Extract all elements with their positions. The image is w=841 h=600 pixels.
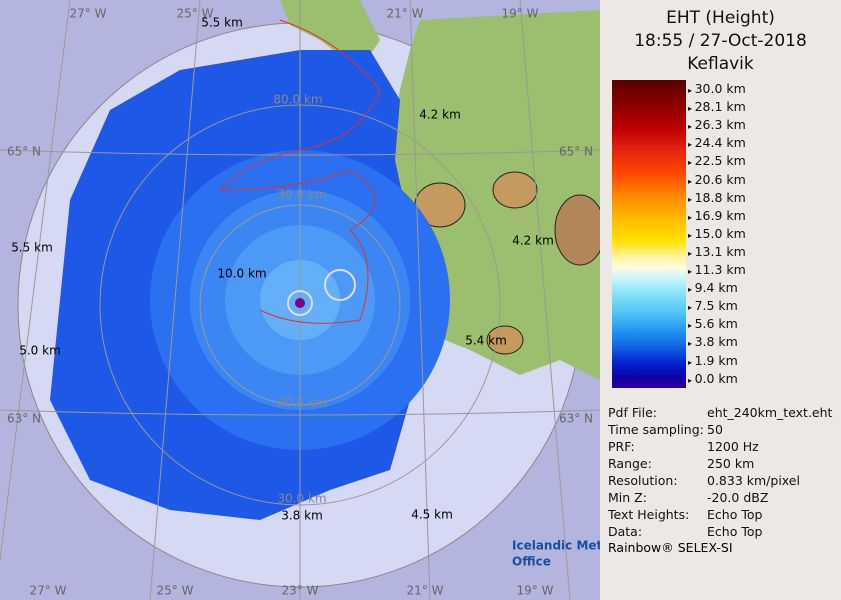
info-row: Range: 250 km	[608, 456, 754, 471]
range-label: 30.0 km	[277, 188, 326, 202]
lon-label: 21° W	[407, 584, 444, 598]
info-key: Data:	[608, 524, 643, 539]
height-label: 4.2 km	[419, 108, 461, 122]
scale-label: 24.4 km	[688, 135, 746, 150]
scale-label: 11.3 km	[688, 262, 746, 277]
legend-panel: EHT (Height) 18:55 / 27-Oct-2018 Keflavi…	[600, 0, 841, 600]
title-line: 18:55 / 27-Oct-2018	[634, 31, 807, 51]
scale-label: 18.8 km	[688, 190, 746, 205]
scale-label: 13.1 km	[688, 244, 746, 259]
height-label: 4.5 km	[411, 508, 453, 522]
info-key: Min Z:	[608, 490, 647, 505]
lon-label: 27° W	[30, 584, 67, 598]
lon-label: 25° W	[177, 7, 214, 21]
scale-label: 0.0 km	[688, 371, 738, 386]
info-key: Text Heights:	[608, 507, 690, 522]
info-value: eht_240km_text.eht	[707, 405, 833, 420]
scale-label: 15.0 km	[688, 226, 746, 241]
info-key: Time sampling:	[608, 422, 704, 437]
scale-label: 20.6 km	[688, 172, 746, 187]
scale-label: 3.8 km	[688, 334, 738, 349]
color-scale	[612, 80, 686, 388]
info-value: 250 km	[707, 456, 755, 471]
info-key: Resolution:	[608, 473, 678, 488]
radar-map: Icelandic Met Office 27° W 25° W 21° W 19° …	[0, 0, 600, 600]
scale-label: 26.3 km	[688, 117, 746, 132]
title-line: Keflavik	[687, 54, 754, 74]
footer: Rainbow® SELEX-SI	[608, 540, 733, 555]
info-value: Echo Top	[707, 507, 763, 522]
lon-label: 25° W	[157, 584, 194, 598]
info-value: -20.0 dBZ	[707, 490, 769, 505]
scale-label: 9.4 km	[688, 280, 738, 295]
info-row: Resolution: 0.833 km/pixel	[608, 473, 800, 488]
info-value: Echo Top	[707, 524, 763, 539]
lon-label: 19° W	[502, 7, 539, 21]
height-label: 5.5 km	[201, 16, 243, 30]
height-label: 4.2 km	[512, 234, 554, 248]
lon-label: 21° W	[387, 7, 424, 21]
lon-label: 23° W	[282, 584, 319, 598]
info-key: Pdf File:	[608, 405, 657, 420]
scale-label: 7.5 km	[688, 298, 738, 313]
info-value: 1200 Hz	[707, 439, 759, 454]
range-label: 80.0 km	[277, 396, 326, 410]
info-row: PRF: 1200 Hz	[608, 439, 759, 454]
scale-label: 5.6 km	[688, 316, 738, 331]
info-value: 50	[707, 422, 723, 437]
info-row: Data: Echo Top	[608, 524, 762, 539]
height-label: 10.0 km	[217, 267, 266, 281]
range-label: 80.0 km	[273, 93, 322, 107]
info-row: Text Heights: Echo Top	[608, 507, 762, 522]
lon-label: 19° W	[517, 584, 554, 598]
range-label: 30.0 km	[277, 492, 326, 506]
logo-line: Icelandic Met	[512, 539, 600, 553]
info-row: Time sampling: 50	[608, 422, 723, 437]
info-value: 0.833 km/pixel	[707, 473, 800, 488]
scale-label: 16.9 km	[688, 208, 746, 223]
info-key: PRF:	[608, 439, 635, 454]
lon-label: 27° W	[70, 7, 107, 21]
lat-label: 65° N	[7, 145, 41, 159]
title-line: EHT (Height)	[666, 8, 775, 28]
lat-label: 63° N	[559, 412, 593, 426]
scale-label: 22.5 km	[688, 153, 746, 168]
height-label: 3.8 km	[281, 509, 323, 523]
info-key: Range:	[608, 456, 652, 471]
lat-label: 65° N	[559, 145, 593, 159]
logo-line: Office	[512, 555, 551, 569]
lat-label: 63° N	[7, 412, 41, 426]
info-row: Pdf File: eht_240km_text.eht	[608, 405, 832, 420]
height-label: 5.5 km	[11, 241, 53, 255]
height-label: 5.4 km	[465, 334, 507, 348]
scale-label: 30.0 km	[688, 81, 746, 96]
scale-label: 1.9 km	[688, 353, 738, 368]
scale-label: 28.1 km	[688, 99, 746, 114]
height-label: 5.0 km	[19, 344, 61, 358]
info-row: Min Z: -20.0 dBZ	[608, 490, 768, 505]
